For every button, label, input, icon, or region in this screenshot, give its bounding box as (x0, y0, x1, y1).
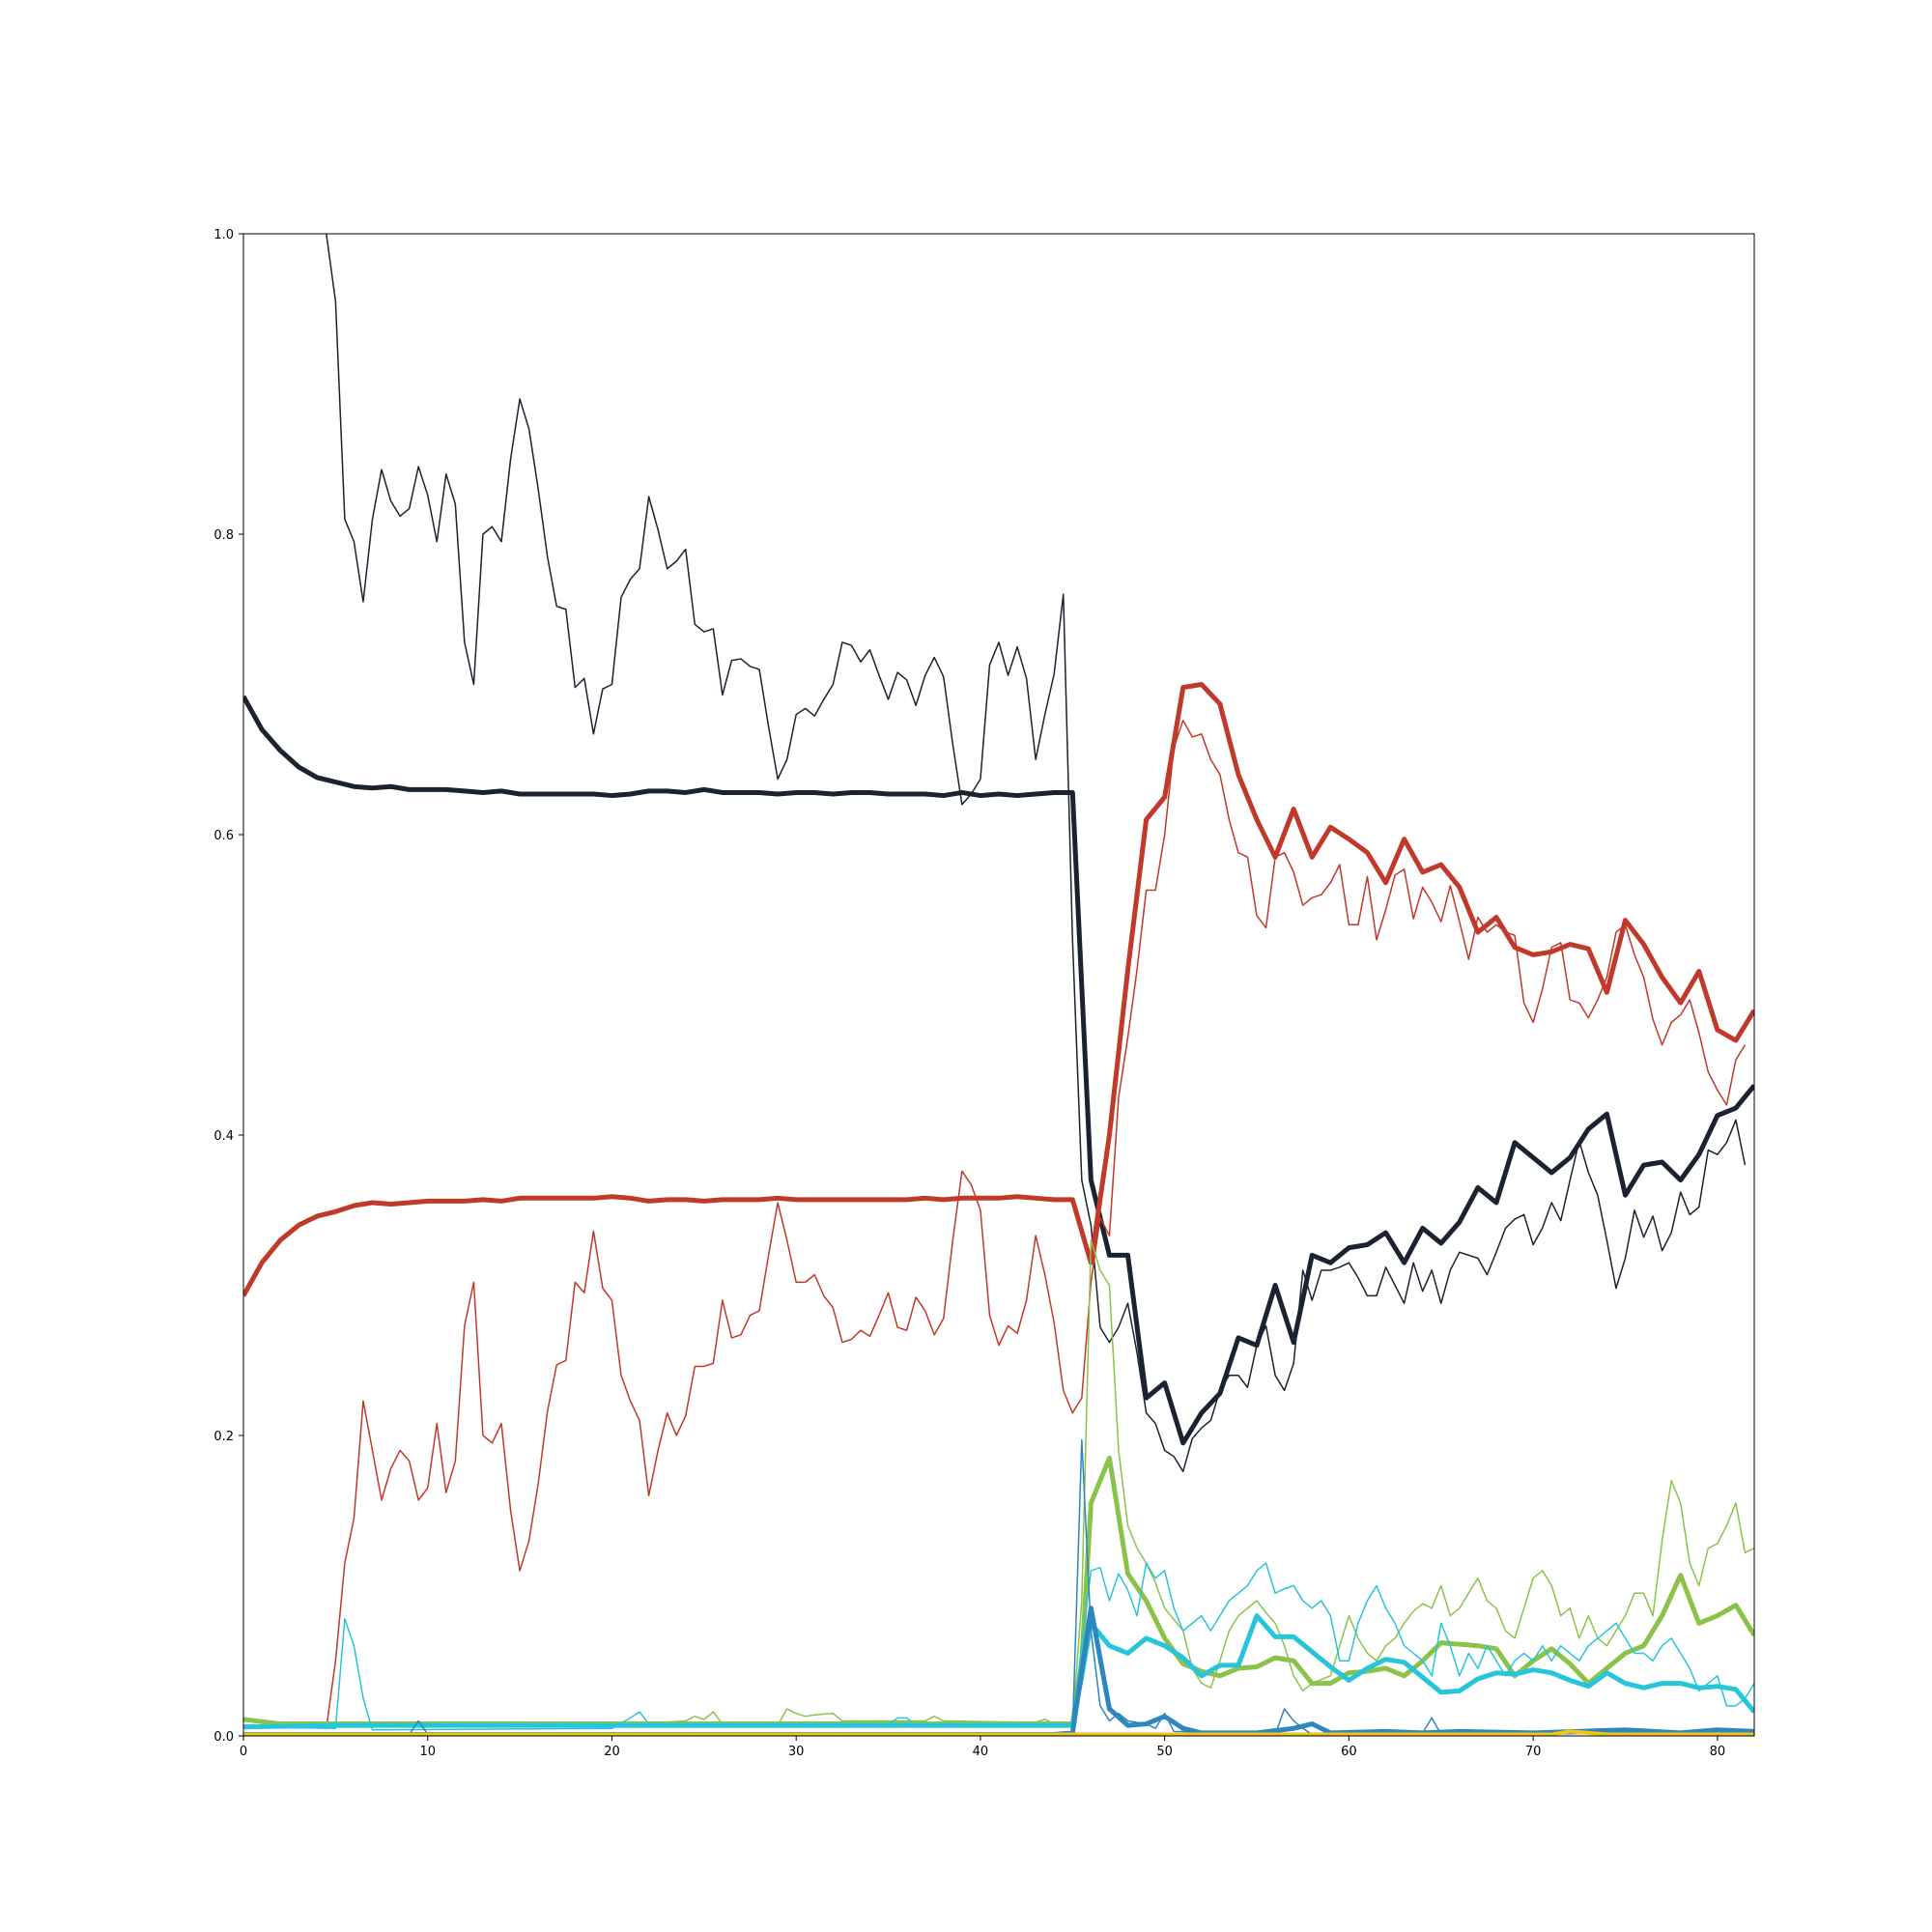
y-tick-label-2: 0.4 (213, 1129, 234, 1144)
series-line-3 (243, 682, 1754, 1297)
y-tick-label-4: 0.8 (213, 528, 234, 543)
series-line-8 (243, 1438, 1754, 1736)
series-line-1 (243, 695, 1754, 1446)
series-line-0 (326, 234, 1747, 1473)
series-line-10 (243, 1729, 1754, 1736)
x-tick-label-8: 80 (1710, 1745, 1726, 1759)
x-tick-label-5: 50 (1156, 1745, 1173, 1759)
x-tick-label-3: 30 (788, 1745, 805, 1759)
series-line-7 (243, 1613, 1754, 1730)
series-line-2 (326, 720, 1747, 1729)
x-tick-label-6: 60 (1341, 1745, 1357, 1759)
y-tick-label-5: 1.0 (213, 228, 234, 242)
y-tick-label-3: 0.6 (213, 829, 234, 843)
plot-frame (242, 233, 1755, 1737)
x-tick-label-7: 70 (1525, 1745, 1542, 1759)
x-tick-label-0: 0 (240, 1745, 247, 1759)
x-tick-label-4: 40 (973, 1745, 989, 1759)
x-tick-label-1: 10 (419, 1745, 436, 1759)
series-layer (243, 234, 1754, 1736)
series-line-5 (243, 1455, 1754, 1727)
series-line-4 (243, 1239, 1754, 1728)
series-line-6 (243, 1562, 1754, 1731)
x-tick-label-2: 20 (604, 1745, 620, 1759)
y-tick-label-1: 0.2 (213, 1430, 234, 1444)
axes-layer: 0 10 20 30 40 50 60 70 80 0.0 0.2 0.4 0.6 0.8 1.0 (213, 228, 1755, 1759)
y-tick-label-0: 0.0 (213, 1730, 234, 1745)
